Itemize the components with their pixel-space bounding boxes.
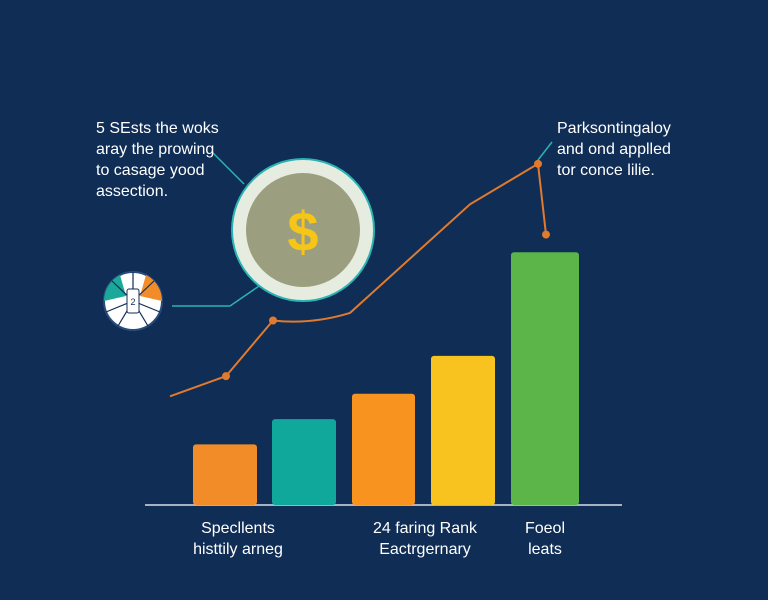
bar-series	[193, 252, 579, 505]
trend-point-2	[222, 372, 230, 381]
x-label-1: Specllents histtily arneg	[193, 520, 283, 558]
bar-2	[272, 419, 336, 505]
coin-symbol: $	[287, 200, 318, 263]
annotation-right-connector	[537, 141, 553, 161]
bar-3	[352, 393, 415, 505]
gauge-icon: 2	[103, 271, 163, 331]
bar-4	[431, 355, 495, 505]
annotation-left-connector	[211, 151, 245, 185]
bar-1	[193, 444, 257, 505]
annotation-top-left: 5 SEsts the woks aray the prowing to cas…	[96, 120, 219, 200]
dollar-coin-icon: $	[231, 158, 375, 302]
trend-point-7	[542, 230, 550, 239]
bar-5	[511, 252, 579, 505]
gauge-label: 2	[130, 297, 135, 307]
x-label-3: Foeol leats	[524, 520, 566, 558]
trend-point-6	[534, 159, 542, 168]
coin-connector	[229, 283, 263, 307]
annotation-top-right: Parksontingaloy and ond applled tor conc…	[557, 120, 671, 179]
trend-series	[169, 159, 550, 398]
x-label-2: 24 faring Rank Eactrgernary	[372, 520, 478, 558]
trend-point-3	[269, 316, 277, 325]
